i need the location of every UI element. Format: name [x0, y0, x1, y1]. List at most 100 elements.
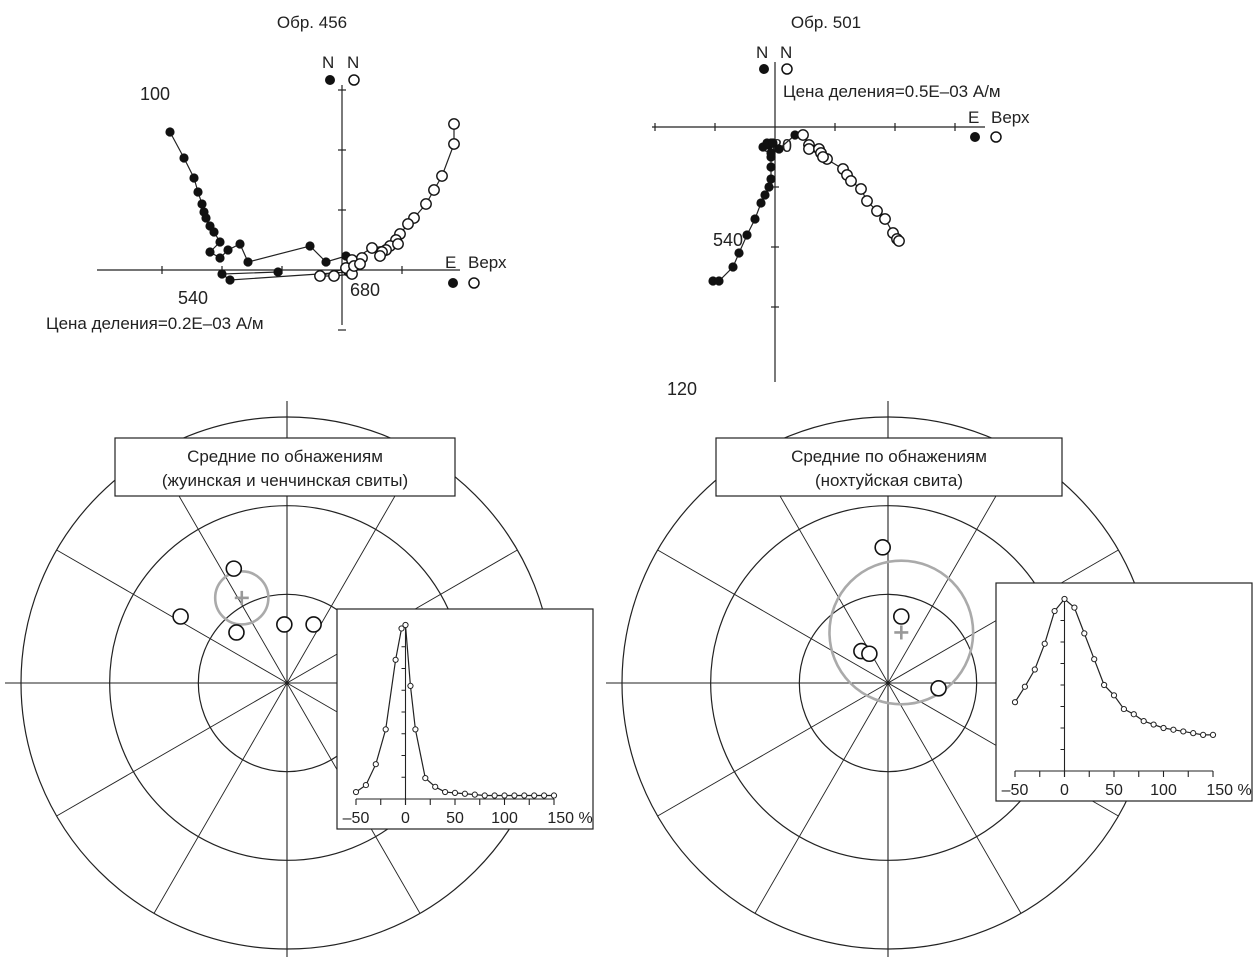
inset-right-curve-point — [1160, 724, 1167, 732]
stereonet-left-confidence-circle — [213, 569, 270, 626]
inset-left-curve-point — [398, 625, 405, 632]
inset-left-tick-label: 150 % — [547, 810, 592, 827]
stereonet-left-radial-line — [153, 682, 288, 914]
stereonet-left-label-box: Средние по обнажениям (жуинская и ченчин… — [114, 437, 456, 497]
zijderveld-456-horizontal-point — [215, 237, 225, 247]
stereonet-right-label-frame — [715, 437, 1063, 497]
stereonet-left-radial-line — [56, 549, 288, 684]
zijderveld-456-horizontal-point — [223, 245, 233, 255]
zijderveld-456-label-540: 540 — [178, 288, 208, 308]
zijderveld-456-vertical-point — [392, 238, 404, 250]
zijderveld-456-horizontal-point — [305, 241, 315, 251]
zijderveld-456-e-label: E — [445, 253, 456, 272]
inset-left-tick-label: 100 — [491, 810, 518, 827]
zijderveld-456-verkh-open-marker — [468, 277, 480, 289]
inset-left-curve-point — [412, 726, 419, 733]
inset-left-curve-point — [402, 621, 409, 629]
zijderveld-501-vertical-point — [879, 213, 891, 225]
zijderveld-456-n-open-label: N — [347, 53, 359, 72]
inset-left-tick-label: –50 — [343, 810, 370, 827]
stereonet-left-site-mean — [228, 624, 245, 641]
zijderveld-456-vertical-point — [448, 118, 460, 130]
zijderveld-456-horizontal-point — [201, 213, 211, 223]
stereonet-right-radial-line — [887, 682, 1022, 914]
stereonet-right-label-line1: Средние по обнажениям — [791, 447, 987, 466]
zijderveld-456-horizontal-point — [321, 257, 331, 267]
zijderveld-501-horizontal-point — [750, 214, 760, 224]
inset-right-curve-point — [1091, 656, 1098, 663]
zijderveld-501-horizontal-point — [734, 248, 744, 258]
stereonet-left-site-mean — [276, 616, 293, 633]
stereonet-right-radial-line — [657, 682, 889, 817]
zijderveld-501: Обр. 501 N N Цена деления=0.5E–03 А/м E … — [652, 13, 1030, 399]
zijderveld-456-horizontal-point — [205, 247, 215, 257]
stereonet-right-label-box: Средние по обнажениям (нохтуйская свита) — [715, 437, 1063, 497]
zijderveld-456-vertical-point — [428, 184, 440, 196]
inset-left-curve-point — [491, 792, 498, 799]
zijderveld-501-horizontal-point — [790, 130, 800, 140]
zijderveld-456-horizontal-point — [225, 275, 235, 285]
inset-left-curve-point — [501, 792, 508, 799]
inset-right-curve-point — [1011, 699, 1019, 706]
stereonet-left-label-frame — [114, 437, 456, 497]
zijderveld-501-verkh-label: Верх — [991, 108, 1030, 127]
inset-right-curve-point — [1170, 726, 1177, 733]
zijderveld-456-vertical-point — [420, 198, 432, 210]
inset-right-curve-point — [1190, 730, 1197, 737]
stereonet-right-radial-line — [657, 549, 889, 684]
zijderveld-501-n-filled-marker — [759, 64, 769, 74]
zijderveld-501-horizontal-path — [713, 134, 796, 282]
inset-left-curve-point — [442, 788, 449, 796]
zijderveld-456-data — [165, 118, 460, 285]
zijderveld-456-vertical-point — [374, 250, 386, 262]
zijderveld-456-vertical-point — [314, 270, 326, 282]
zijderveld-456-n-filled-label: N — [322, 53, 334, 72]
zijderveld-456-vertical-point — [448, 138, 460, 150]
inset-right-curve-point — [1081, 630, 1088, 637]
zijderveld-456-vertical-point — [402, 218, 414, 230]
inset-right-tick-label: 0 — [1060, 782, 1069, 799]
inset-left-curve-point — [432, 783, 439, 790]
zijderveld-501-horizontal-point — [774, 144, 784, 154]
zijderveld-501-verkh-open-marker — [990, 131, 1002, 143]
stereonet-right-label-line2: (нохтуйская свита) — [815, 471, 963, 490]
inset-left-curve-point — [422, 775, 429, 782]
stereonet-right-radial-line — [754, 682, 889, 914]
zijderveld-456-vertical-point — [328, 270, 340, 282]
stereonet-right-ring — [798, 593, 978, 773]
inset-right-curve-point — [1101, 681, 1108, 689]
zijderveld-456-scale-label: Цена деления=0.2E–03 А/м — [46, 314, 264, 333]
zijderveld-456-n-filled-marker — [325, 75, 335, 85]
inset-left-curve-point — [511, 792, 518, 799]
zijderveld-501-horizontal-point — [766, 162, 776, 172]
zijderveld-501-e-filled-marker — [970, 132, 980, 142]
zijderveld-501-vertical-point — [845, 175, 857, 187]
inset-left-curve-point — [471, 791, 478, 798]
zijderveld-456-title: Обр. 456 — [277, 13, 347, 32]
zijderveld-501-n-open-label: N — [780, 43, 792, 62]
inset-left-curve-point — [481, 792, 488, 799]
inset-left-curve-point — [407, 682, 414, 690]
zijderveld-456-horizontal-point — [209, 227, 219, 237]
zijderveld-501-horizontal-point — [742, 230, 752, 240]
zijderveld-501-horizontal-point — [728, 262, 738, 272]
inset-right-curve-point — [1209, 731, 1217, 738]
stereonet-left-label-line2: (жуинская и ченчинская свиты) — [162, 471, 408, 490]
inset-right-curve-point — [1041, 640, 1048, 647]
inset-left-curve-point — [382, 726, 389, 733]
inset-left: –50 0 50 100 150 % — [336, 608, 594, 830]
inset-left-curve-point — [372, 761, 379, 768]
zijderveld-501-start-label: 120 — [667, 379, 697, 399]
zijderveld-501-horizontal-point — [714, 276, 724, 286]
inset-right-tick-label: –50 — [1002, 782, 1029, 799]
zijderveld-456-verkh-label: Верх — [468, 253, 507, 272]
inset-right-curve-point — [1051, 607, 1058, 615]
zijderveld-501-n-open-marker — [781, 63, 793, 75]
zijderveld-456-horizontal-point — [165, 127, 175, 137]
zijderveld-501-vertical-point — [855, 183, 867, 195]
inset-right-curve-point — [1180, 728, 1187, 735]
inset-right-tick-label: 50 — [1105, 782, 1123, 799]
zijderveld-501-vertical-point — [893, 235, 905, 247]
zijderveld-501-vertical-point — [803, 143, 815, 155]
